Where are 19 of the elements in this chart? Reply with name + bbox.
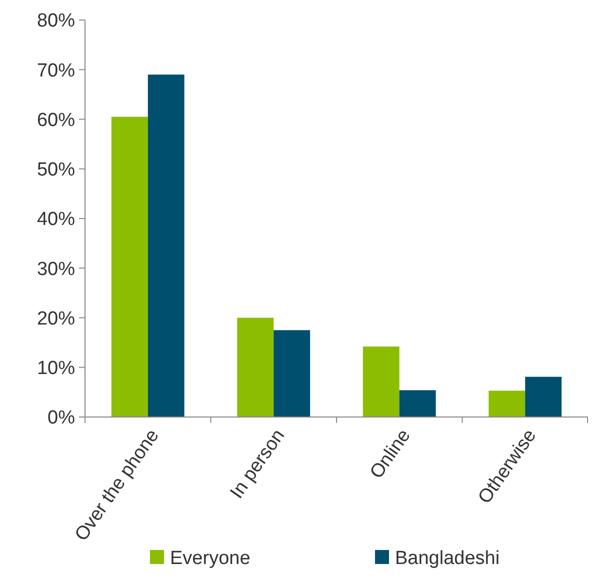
y-tick-label: 20% bbox=[36, 308, 76, 330]
bar bbox=[274, 330, 310, 417]
y-tick-label: 40% bbox=[36, 209, 76, 230]
bar bbox=[488, 390, 526, 417]
y-tick-label: 70% bbox=[36, 60, 76, 82]
y-tick-label: 30% bbox=[36, 258, 76, 280]
y-tick-label: 60% bbox=[36, 110, 76, 131]
y-tick-label: 10% bbox=[36, 358, 76, 380]
bar bbox=[111, 116, 148, 417]
bar bbox=[362, 346, 400, 417]
bar bbox=[148, 74, 184, 417]
bar bbox=[237, 318, 274, 417]
bar bbox=[399, 390, 436, 417]
y-tick-label: 50% bbox=[36, 160, 76, 181]
bar bbox=[525, 376, 562, 417]
y-tick-label: 80% bbox=[36, 10, 76, 32]
legend-label: Everyone bbox=[170, 548, 250, 569]
y-tick-label: 0% bbox=[48, 408, 76, 429]
legend-label: Bangladeshi bbox=[395, 548, 500, 569]
